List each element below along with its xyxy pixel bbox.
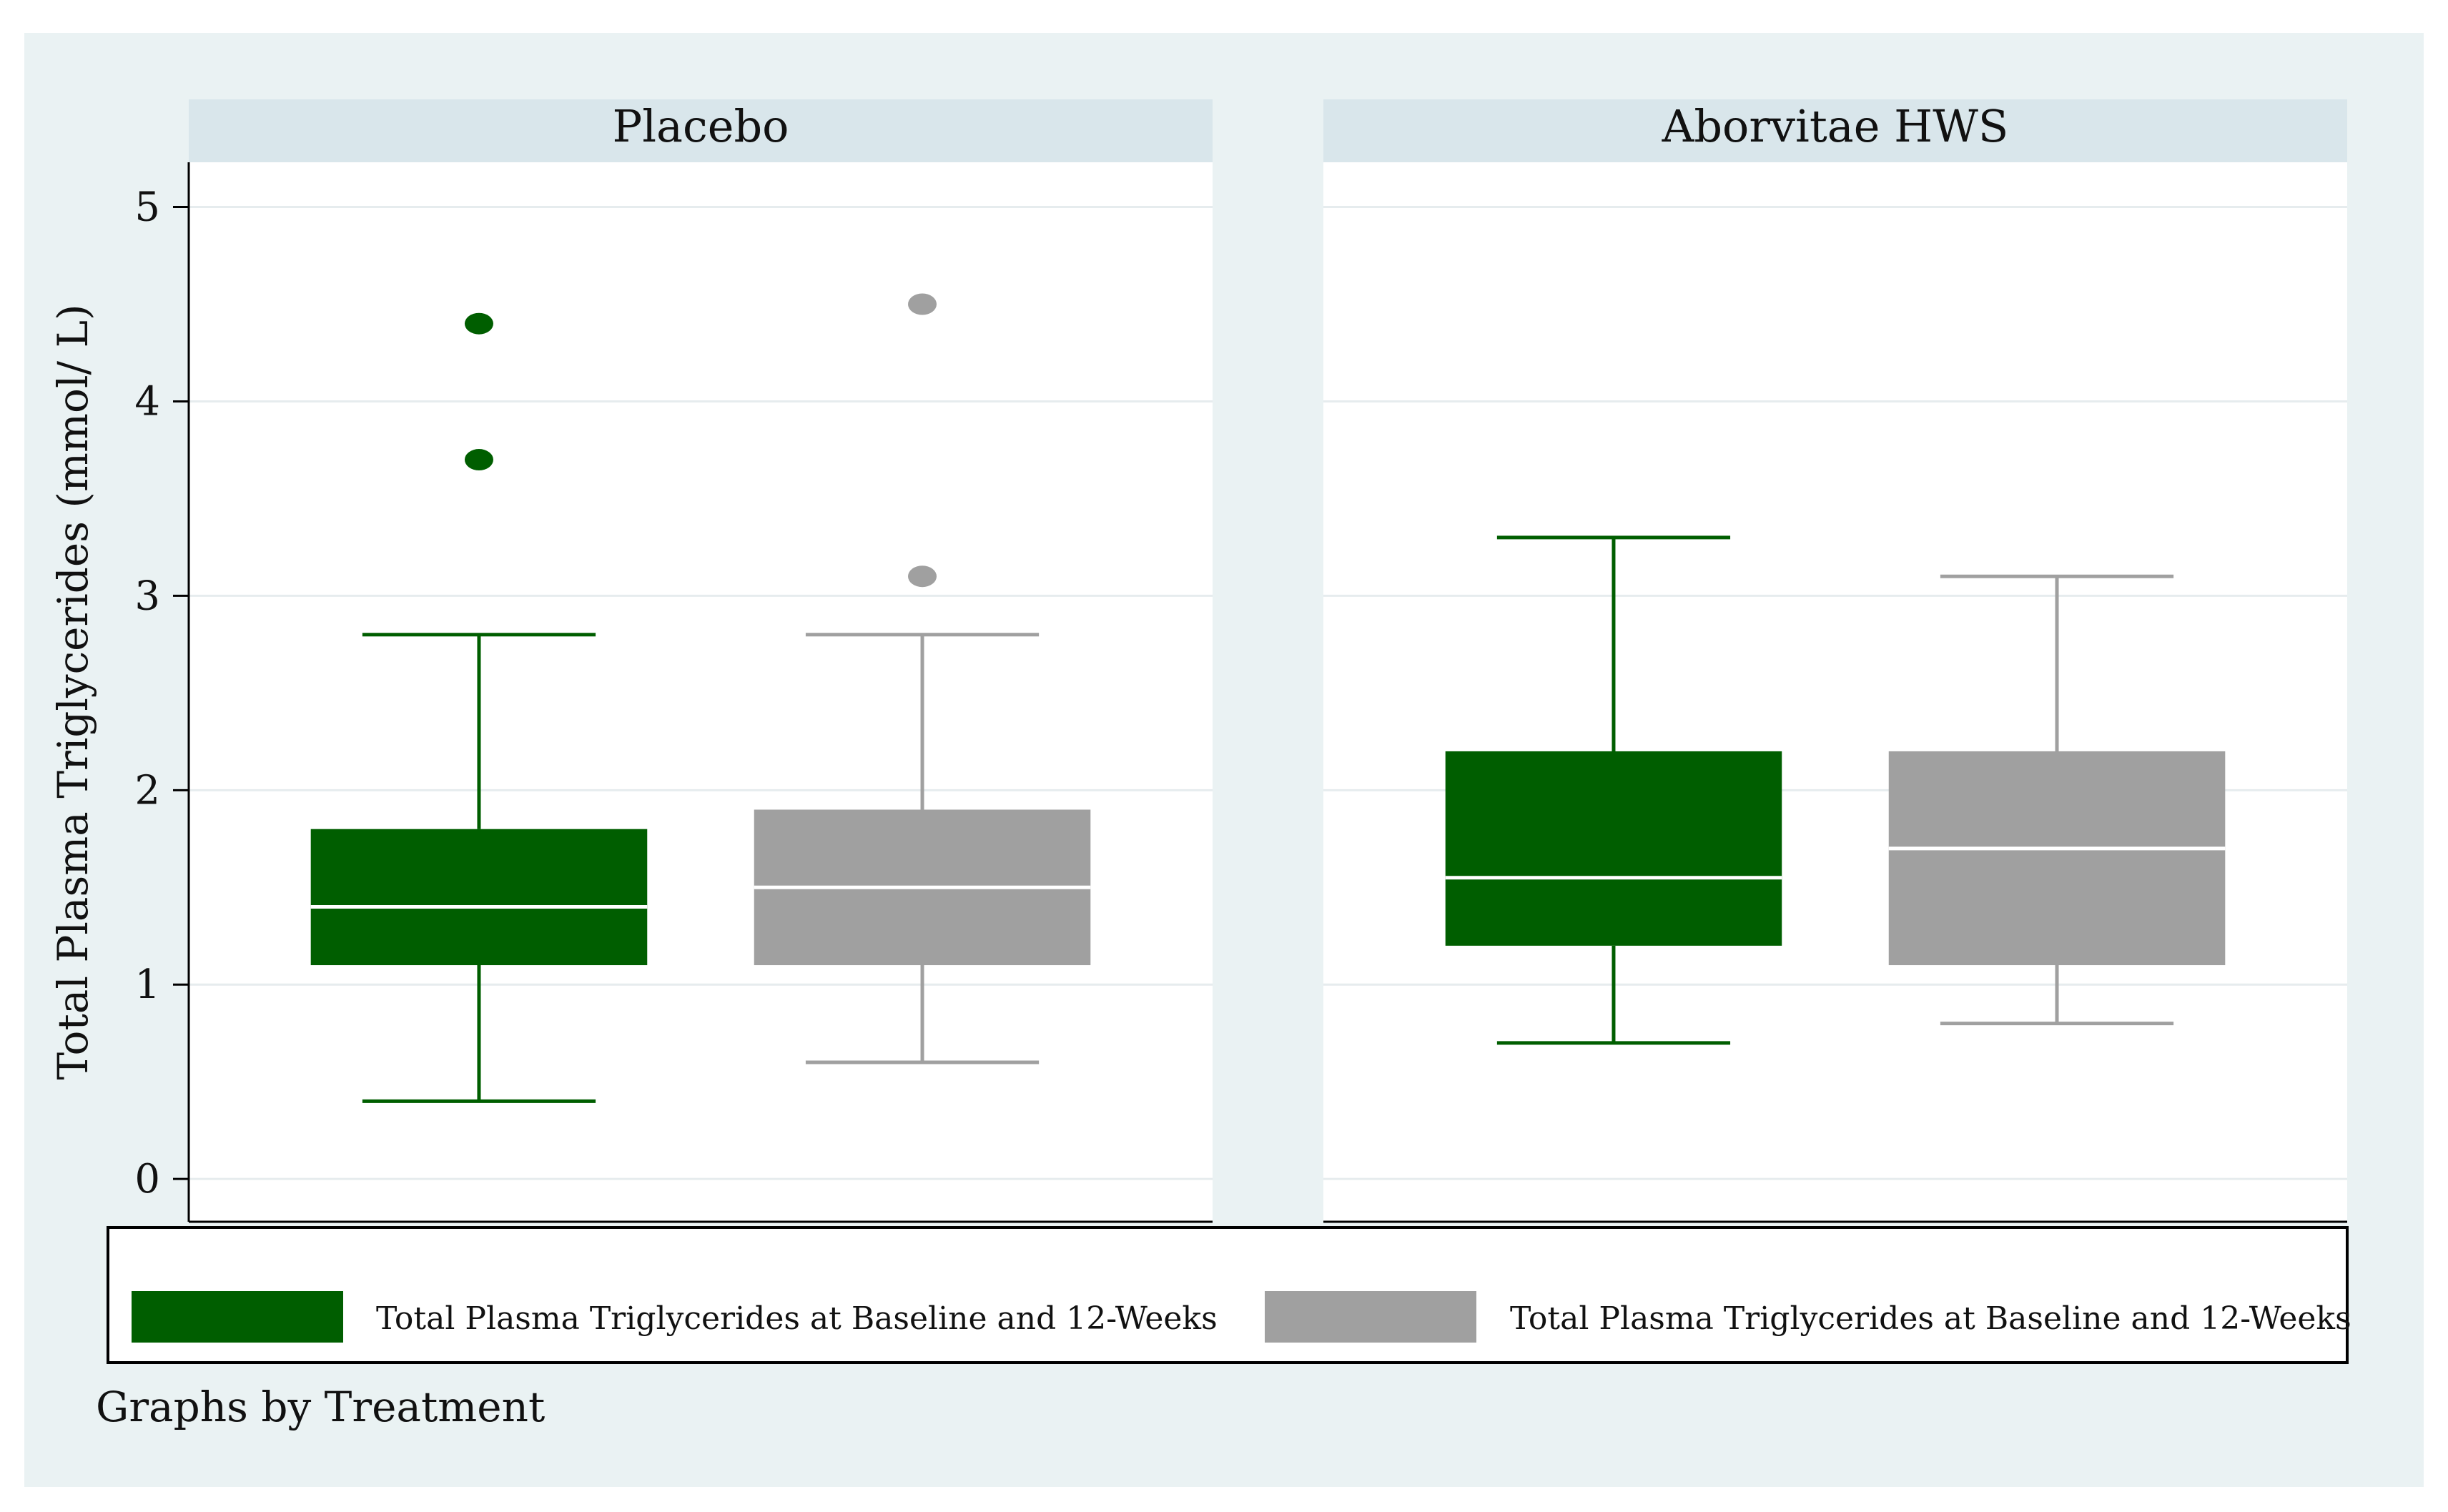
y-axis-ticks: 0 1 2 3 4 5 [134,184,189,1202]
y-tick-label: 2 [134,767,160,814]
outlier-point [464,449,493,471]
y-tick-label: 0 [134,1156,160,1202]
box-iqr [310,829,648,966]
chart-note: Graphs by Treatment [96,1383,545,1431]
legend-frame [107,1226,2349,1364]
y-axis-title: Total Plasma Triglycerides (mmol/ L) [49,304,97,1079]
box-series [1445,535,2226,1045]
legend-label: Total Plasma Triglycerides at Baseline a… [376,1300,1218,1337]
legend-label: Total Plasma Triglycerides at Baseline a… [1510,1300,2351,1337]
box-series [310,293,1091,1103]
gridlines [189,206,1213,1180]
panel-aborvitae-hws: Aborvitae HWS [1323,99,2347,1223]
legend: Total Plasma Triglycerides at Baseline a… [107,1226,2351,1364]
panel-strip [1323,99,2347,162]
box-gray [1888,574,2226,1026]
y-tick-label: 1 [134,962,160,1008]
box-iqr [1888,751,2226,966]
outlier-point [908,565,937,588]
legend-swatch-gray [1265,1291,1476,1343]
box-green [1445,535,1782,1045]
outlier-point [464,312,493,335]
y-tick-label: 4 [134,378,160,425]
box-green [310,312,648,1103]
panel-plot-area [189,162,1213,1222]
box-iqr [1445,751,1782,946]
panel-title: Aborvitae HWS [1662,100,2009,152]
legend-swatch-green [132,1291,343,1343]
panel-title: Placebo [613,100,789,152]
panel-placebo: Placebo 0 1 2 3 4 5 [134,99,1213,1223]
outlier-point [908,293,937,315]
y-tick-label: 5 [134,184,160,231]
panel-plot-area [1323,162,2347,1222]
y-tick-label: 3 [134,573,160,619]
panel-strip [189,99,1213,162]
box-gray [754,293,1091,1064]
